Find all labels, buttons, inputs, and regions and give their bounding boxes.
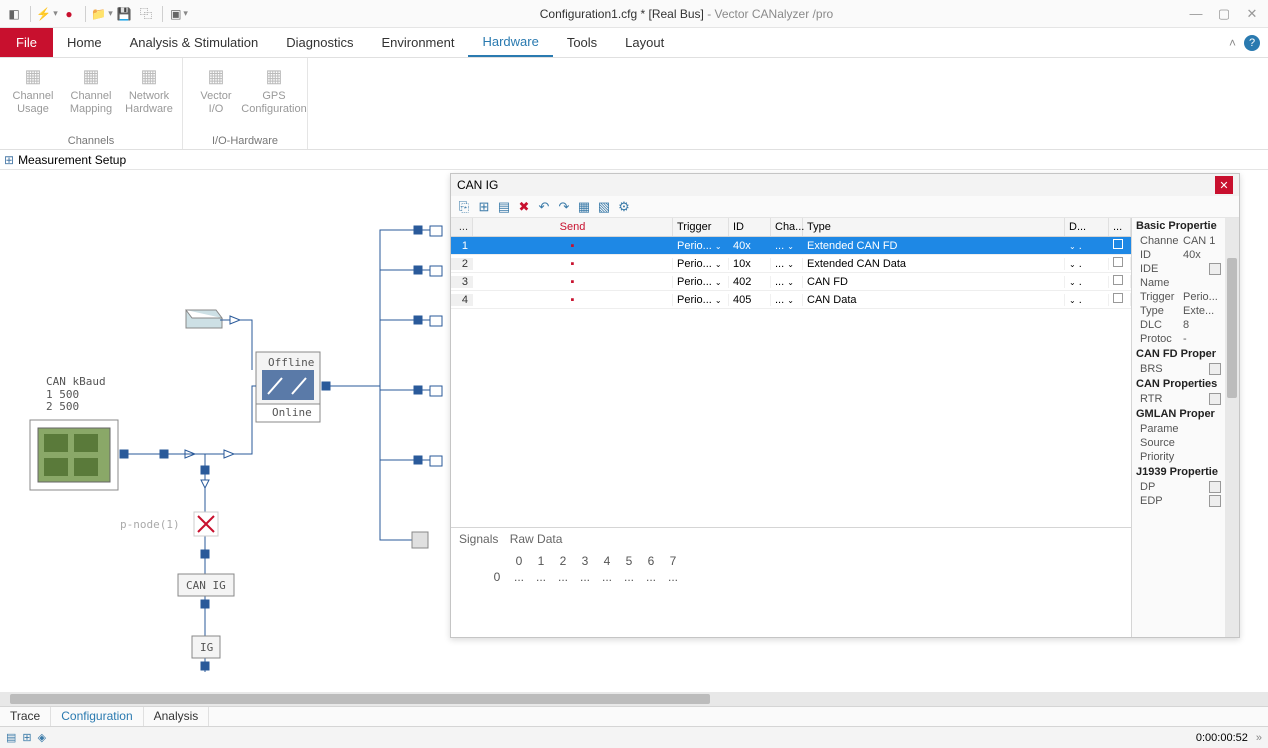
- title-bar: ◧ ⚡ ● 📁 💾 ⿻ ▣ Configuration1.cfg * [Real…: [0, 0, 1268, 28]
- prop-row[interactable]: Parame: [1132, 422, 1225, 436]
- horizontal-scrollbar[interactable]: [0, 692, 1268, 706]
- status-icon-2[interactable]: ⊞: [22, 731, 31, 744]
- bottom-tab-configuration[interactable]: Configuration: [51, 707, 143, 726]
- setup-icon: ⊞: [4, 153, 14, 167]
- save-icon[interactable]: 💾: [114, 4, 134, 24]
- tb-icon-1[interactable]: ⎘: [455, 198, 473, 216]
- minimize-button[interactable]: —: [1184, 2, 1208, 26]
- grid-row[interactable]: 2▪Perio... ⌄10x... ⌄Extended CAN Data⌄ .: [451, 255, 1131, 273]
- help-icon[interactable]: ?: [1244, 35, 1260, 51]
- prop-row[interactable]: IDE: [1132, 262, 1225, 276]
- status-expand-icon[interactable]: »: [1256, 732, 1262, 744]
- open-icon[interactable]: 📁: [92, 4, 112, 24]
- prop-row[interactable]: Source: [1132, 436, 1225, 450]
- tb-undo-icon[interactable]: ↶: [535, 198, 553, 216]
- tb-redo-icon[interactable]: ↷: [555, 198, 573, 216]
- svg-text:IG: IG: [200, 641, 213, 654]
- svg-text:2 500: 2 500: [46, 400, 79, 413]
- grid-row[interactable]: 3▪Perio... ⌄402... ⌄CAN FD⌄ .: [451, 273, 1131, 291]
- ribbon-tab-hardware[interactable]: Hardware: [468, 28, 552, 57]
- dialog-toolbar: ⎘ ⊞ ▤ ✖ ↶ ↷ ▦ ▧ ⚙: [451, 196, 1239, 218]
- channel-usage-button[interactable]: ▦ChannelUsage: [6, 62, 60, 129]
- bottom-tab-analysis[interactable]: Analysis: [144, 707, 210, 726]
- bottom-tab-trace[interactable]: Trace: [0, 707, 51, 726]
- ribbon-tab-environment[interactable]: Environment: [367, 28, 468, 57]
- dialog-close-button[interactable]: ✕: [1215, 176, 1233, 194]
- props-scrollbar[interactable]: [1225, 218, 1239, 637]
- tb-icon-2[interactable]: ⊞: [475, 198, 493, 216]
- message-grid[interactable]: ... Send Trigger ID Cha... Type D... ...…: [451, 218, 1131, 637]
- tb-icon-3[interactable]: ▤: [495, 198, 513, 216]
- svg-text:Offline: Offline: [268, 356, 314, 369]
- prop-row[interactable]: DP: [1132, 480, 1225, 494]
- ribbon-tab-tools[interactable]: Tools: [553, 28, 611, 57]
- file-tab[interactable]: File: [0, 28, 53, 57]
- network-hardware-button[interactable]: ▦NetworkHardware: [122, 62, 176, 129]
- window-icon[interactable]: ▣: [169, 4, 189, 24]
- maximize-button[interactable]: ▢: [1212, 2, 1236, 26]
- dialog-title-bar[interactable]: CAN IG ✕: [451, 174, 1239, 196]
- raw-data-pane: Signals Raw Data 01234567 0.............…: [451, 527, 1131, 637]
- tb-delete-icon[interactable]: ✖: [515, 198, 533, 216]
- grid-row[interactable]: 1▪Perio... ⌄40x... ⌄Extended CAN FD⌄ .: [451, 237, 1131, 255]
- can-ig-dialog: CAN IG ✕ ⎘ ⊞ ▤ ✖ ↶ ↷ ▦ ▧ ⚙ ... Send Trig…: [450, 173, 1240, 638]
- tb-icon-9[interactable]: ⚙: [615, 198, 633, 216]
- raw-data-tab[interactable]: Raw Data: [506, 530, 567, 548]
- save-all-icon[interactable]: ⿻: [136, 4, 156, 24]
- ribbon-tab-home[interactable]: Home: [53, 28, 116, 57]
- ribbon-body: ▦ChannelUsage▦ChannelMapping▦NetworkHard…: [0, 58, 1268, 150]
- ribbon-tabs: File HomeAnalysis & StimulationDiagnosti…: [0, 28, 1268, 58]
- prop-row[interactable]: Name: [1132, 276, 1225, 290]
- prop-row[interactable]: ChanneCAN 1: [1132, 234, 1225, 248]
- prop-row[interactable]: Priority: [1132, 450, 1225, 464]
- prop-row[interactable]: TypeExte...: [1132, 304, 1225, 318]
- measurement-setup-header: ⊞ Measurement Setup: [0, 150, 1268, 170]
- prop-row[interactable]: Protoc-: [1132, 332, 1225, 346]
- prop-row[interactable]: EDP: [1132, 494, 1225, 508]
- grid-row[interactable]: 4▪Perio... ⌄405... ⌄CAN Data⌄ .: [451, 291, 1131, 309]
- collapse-ribbon-icon[interactable]: ˄: [1229, 36, 1236, 50]
- quick-access-toolbar: ◧ ⚡ ● 📁 💾 ⿻ ▣: [4, 4, 189, 24]
- svg-text:CAN kBaud: CAN kBaud: [46, 375, 106, 388]
- prop-row[interactable]: RTR: [1132, 392, 1225, 406]
- ribbon-tab-layout[interactable]: Layout: [611, 28, 678, 57]
- tb-icon-8[interactable]: ▧: [595, 198, 613, 216]
- prop-row[interactable]: BRS: [1132, 362, 1225, 376]
- signals-tab[interactable]: Signals: [455, 530, 502, 548]
- status-bar: ▤ ⊞ ◈ 0:00:00:52 »: [0, 726, 1268, 748]
- prop-row[interactable]: DLC8: [1132, 318, 1225, 332]
- lightning-icon[interactable]: ⚡: [37, 4, 57, 24]
- status-icon-3[interactable]: ◈: [38, 731, 46, 744]
- close-button[interactable]: ✕: [1240, 2, 1264, 26]
- bottom-tabs: TraceConfigurationAnalysis: [0, 706, 1268, 726]
- ribbon-tab-diagnostics[interactable]: Diagnostics: [272, 28, 367, 57]
- prop-row[interactable]: ID40x: [1132, 248, 1225, 262]
- gps-config-button[interactable]: ▦GPSConfiguration: [247, 62, 301, 129]
- status-time: 0:00:00:52: [1196, 732, 1248, 744]
- app-icon[interactable]: ◧: [4, 4, 24, 24]
- record-icon[interactable]: ●: [59, 4, 79, 24]
- tb-icon-7[interactable]: ▦: [575, 198, 593, 216]
- status-icon-1[interactable]: ▤: [6, 731, 16, 744]
- window-title: Configuration1.cfg * [Real Bus] - Vector…: [189, 7, 1184, 21]
- prop-row[interactable]: TriggerPerio...: [1132, 290, 1225, 304]
- vector-io-button[interactable]: ▦VectorI/O: [189, 62, 243, 129]
- svg-text:p-node(1): p-node(1): [120, 518, 180, 531]
- properties-panel: Basic PropertieChanneCAN 1ID40xIDENameTr…: [1131, 218, 1239, 637]
- svg-text:CAN IG: CAN IG: [186, 579, 226, 592]
- channel-mapping-button[interactable]: ▦ChannelMapping: [64, 62, 118, 129]
- svg-text:Online: Online: [272, 406, 312, 419]
- ribbon-tab-analysis-stimulation[interactable]: Analysis & Stimulation: [116, 28, 273, 57]
